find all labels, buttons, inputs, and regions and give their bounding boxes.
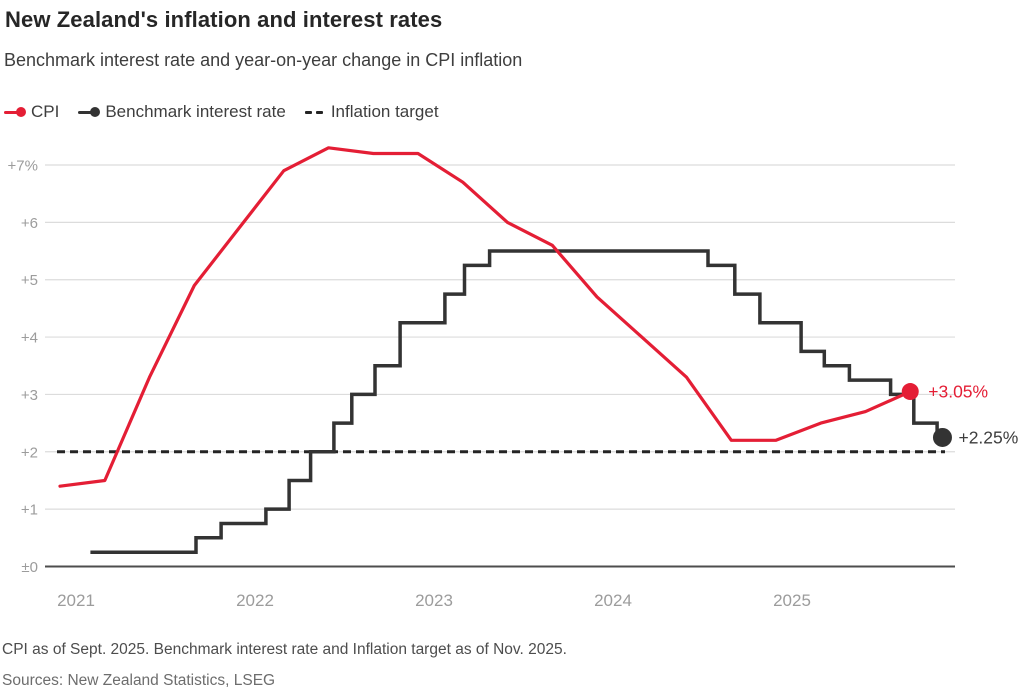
legend-item-benchmark-rate: Benchmark interest rate — [78, 102, 286, 122]
y-tick-label: +1 — [21, 502, 38, 519]
y-tick-label: +3 — [21, 387, 38, 404]
y-tick-label: +2 — [21, 444, 38, 461]
benchmark-rate-line — [90, 249, 943, 554]
x-tick-label: 2022 — [236, 591, 274, 610]
cpi-line-dot-icon — [4, 107, 26, 117]
x-tick-label: 2025 — [773, 591, 811, 610]
chart-legend: CPI Benchmark interest rate Inflation ta… — [4, 102, 439, 122]
y-tick-label: +4 — [21, 330, 38, 347]
legend-label-inflation-target: Inflation target — [330, 102, 439, 121]
rate-end-label: +2.25% — [958, 427, 1018, 447]
x-tick-label: 2024 — [594, 591, 632, 610]
legend-item-inflation-target: Inflation target — [304, 102, 439, 122]
y-tick-label: +6 — [21, 215, 38, 232]
cpi-end-label: +3.05% — [928, 382, 988, 402]
legend-label-benchmark-rate: Benchmark interest rate — [105, 102, 286, 121]
rate-line-dot-icon — [78, 107, 101, 117]
dashed-line-icon — [304, 110, 323, 114]
cpi-end-dot — [901, 383, 919, 401]
chart-title: New Zealand's inflation and interest rat… — [5, 7, 443, 32]
x-tick-label: 2023 — [415, 591, 453, 610]
y-tick-label: ±0 — [21, 559, 38, 576]
chart-footnote: CPI as of Sept. 2025. Benchmark interest… — [2, 641, 567, 658]
legend-item-cpi: CPI — [4, 102, 59, 122]
chart-sources: Sources: New Zealand Statistics, LSEG — [2, 672, 276, 689]
chart-subtitle: Benchmark interest rate and year-on-year… — [4, 50, 523, 70]
cpi-line — [58, 146, 912, 488]
legend-label-cpi: CPI — [31, 102, 60, 121]
y-tick-label: +7% — [8, 158, 38, 175]
x-tick-label: 2021 — [57, 591, 95, 610]
rate-end-dot — [932, 427, 952, 447]
y-tick-label: +5 — [21, 272, 38, 289]
